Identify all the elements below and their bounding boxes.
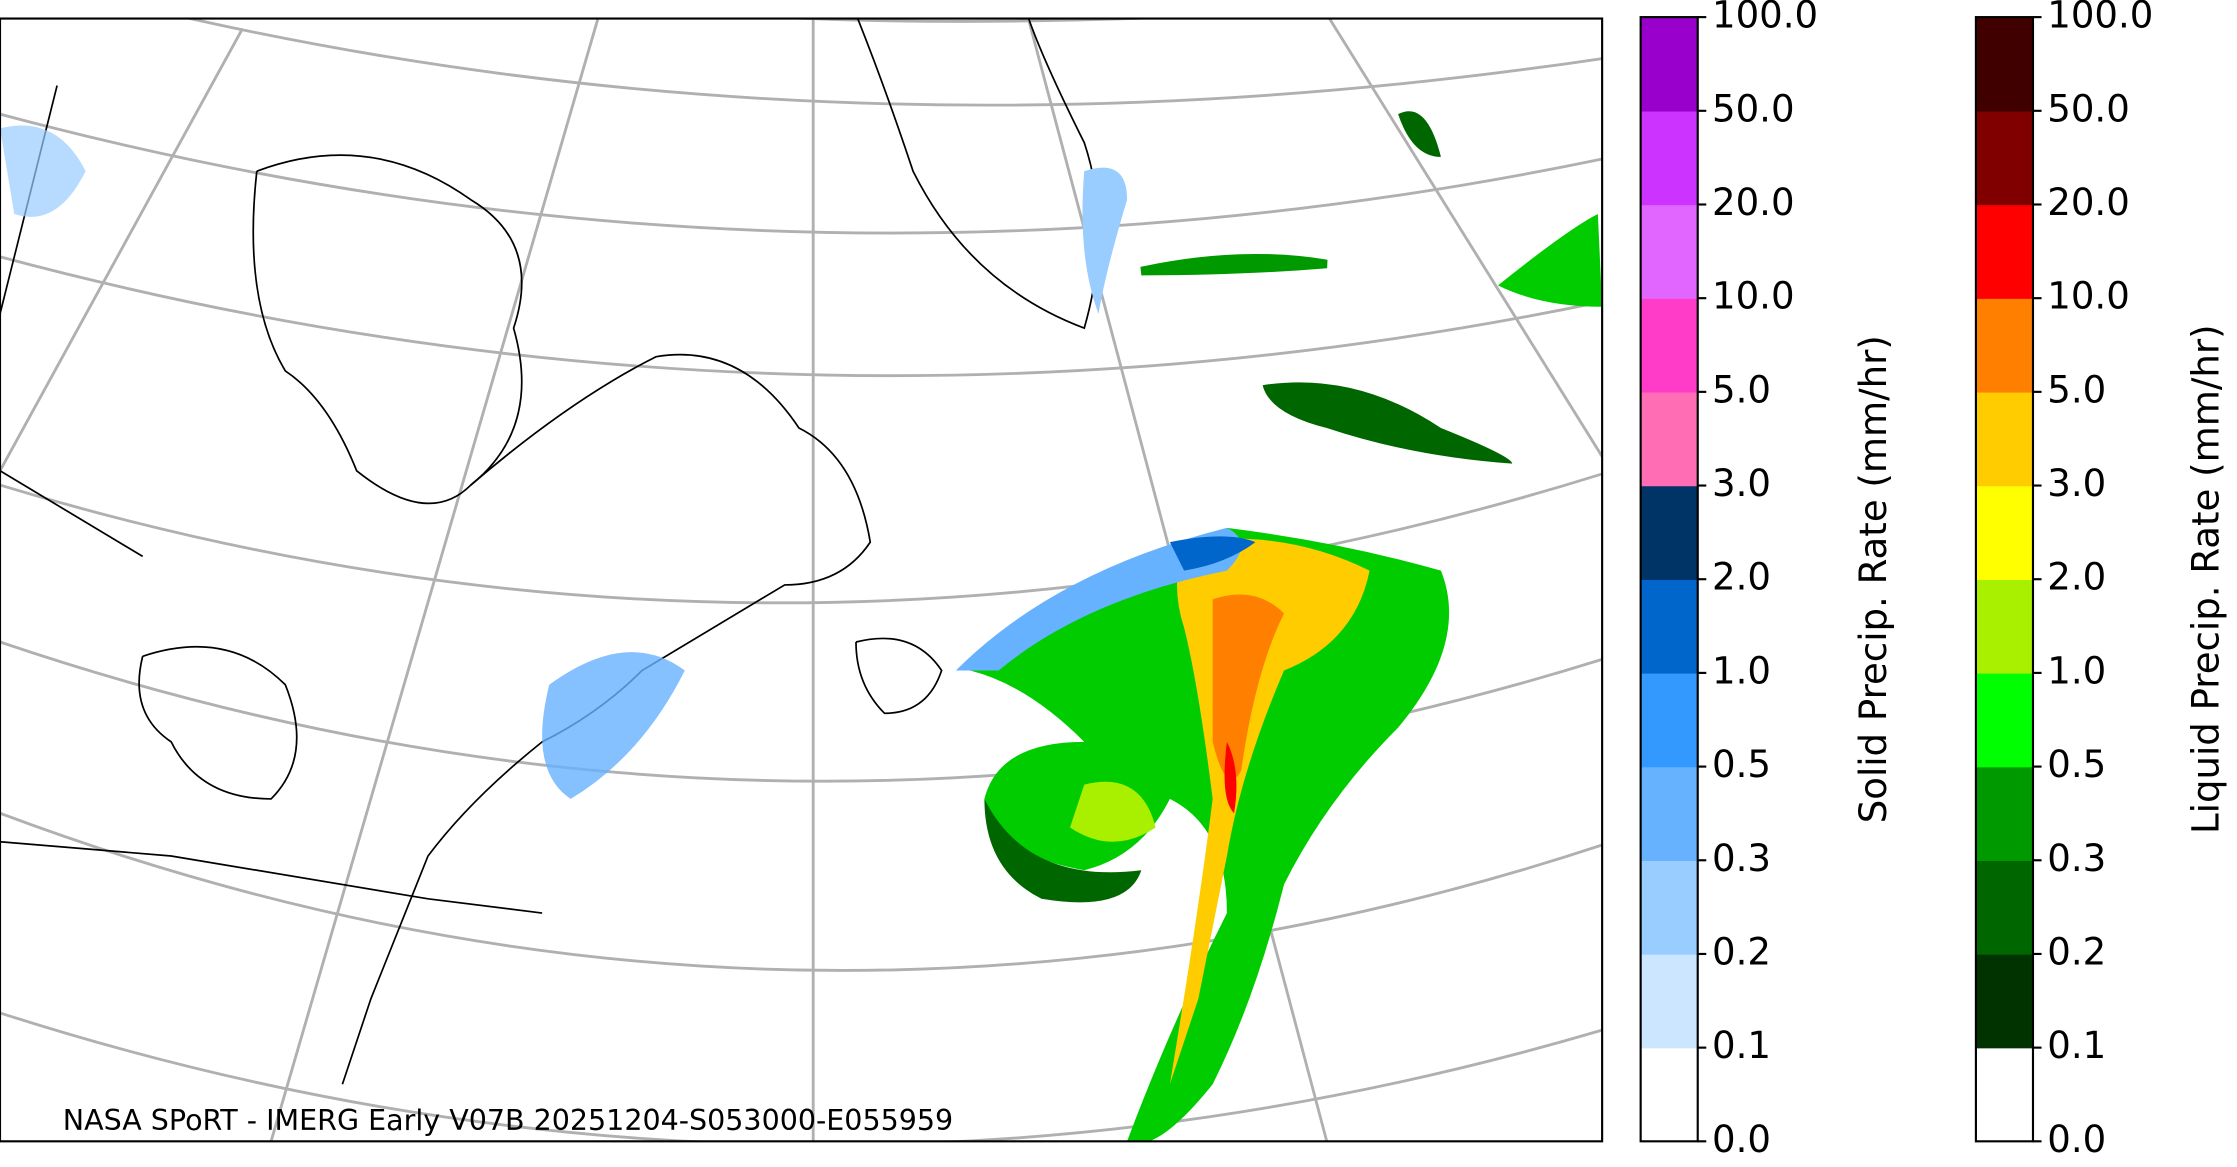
tick-label: 0.0 (1712, 1118, 1771, 1161)
color-bin (1975, 391, 2033, 487)
tick-label: 0.5 (2047, 743, 2106, 786)
tick-label: 0.3 (1712, 837, 1771, 880)
color-bin (1975, 110, 2033, 206)
tick-label: 0.2 (2047, 930, 2106, 973)
color-bin (1975, 766, 2033, 861)
tick-label: 0.3 (2047, 837, 2106, 880)
color-bin (1975, 579, 2033, 674)
tick-label: 1.0 (1712, 649, 1771, 692)
colorbar-label: Liquid Precip. Rate (mm/hr) (2184, 324, 2227, 834)
color-bin (1640, 485, 1698, 580)
color-bin (1640, 17, 1698, 112)
tick-label: 5.0 (1712, 368, 1771, 411)
color-bin (1975, 953, 2033, 1049)
tick-label: 20.0 (2047, 181, 2130, 224)
map (0, 18, 1603, 1142)
color-bin (1975, 17, 2033, 112)
tick-label: 3.0 (1712, 462, 1771, 505)
color-bin (1640, 860, 1698, 955)
color-bin (1975, 1047, 2033, 1143)
color-bin (1640, 204, 1698, 299)
tick-label: 20.0 (1712, 181, 1795, 224)
color-bin (1640, 110, 1698, 206)
tick-label: 1.0 (2047, 649, 2106, 692)
color-bin (1640, 298, 1698, 393)
color-bin (1975, 298, 2033, 393)
color-bin (1640, 1047, 1698, 1143)
tick-label: 0.1 (1712, 1024, 1771, 1067)
tick-label: 0.0 (2047, 1118, 2106, 1161)
color-bin (1975, 860, 2033, 955)
tick-label: 3.0 (2047, 462, 2106, 505)
tick-label: 2.0 (1712, 556, 1771, 599)
tick-label: 100.0 (1712, 0, 1818, 37)
color-bin (1975, 204, 2033, 299)
map-frame (0, 17, 1604, 1143)
color-bin (1640, 766, 1698, 861)
credit: NASA SPoRT - IMERG Early V07B 20251204-S… (63, 1104, 953, 1137)
colorbar-label: Solid Precip. Rate (mm/hr) (1852, 335, 1895, 823)
tick-label: 0.5 (1712, 743, 1771, 786)
tick-label: 0.2 (1712, 930, 1771, 973)
tick-label: 50.0 (1712, 87, 1795, 130)
color-bin (1975, 672, 2033, 768)
color-bin (1640, 579, 1698, 674)
tick-label: 5.0 (2047, 368, 2106, 411)
tick-label: 0.1 (2047, 1024, 2106, 1067)
tick-label: 50.0 (2047, 87, 2130, 130)
tick-label: 2.0 (2047, 556, 2106, 599)
color-bin (1975, 485, 2033, 580)
tick-label: 10.0 (1712, 275, 1795, 318)
color-bin (1640, 953, 1698, 1049)
precip-areas (0, 111, 1603, 1142)
color-bin (1640, 672, 1698, 768)
colorbars: 0.0 0.1 0.2 0.3 0.5 1.0 2.0 3.0 5.0 10.0 20.0 50.0 1… (1639, 0, 2227, 1161)
tick-label: 100.0 (2047, 0, 2153, 37)
tick-label: 10.0 (2047, 275, 2130, 318)
color-bin (1640, 391, 1698, 487)
